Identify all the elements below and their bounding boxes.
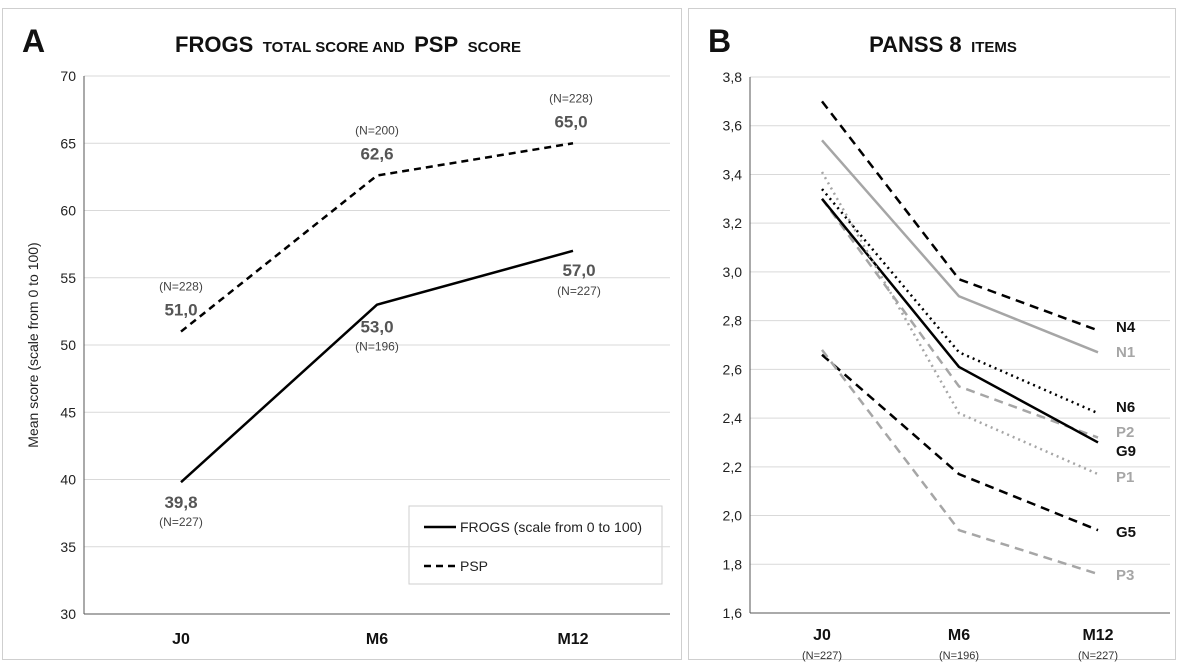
panel-b-y-tick-label: 3,4	[723, 166, 743, 182]
panel-a-legend: FROGS (scale from 0 to 100) PSP	[408, 505, 663, 585]
panel-b-y-tick-label: 2,2	[723, 459, 743, 475]
panel-b-y-tick-label: 2,0	[723, 508, 743, 524]
panel-b-series-label-n6: N6	[1116, 399, 1135, 416]
panel-b-series-line-n4	[821, 100, 1099, 332]
panel-a-value-label: 62,6	[360, 145, 393, 164]
panel-b-x-n-label: (N=227)	[802, 650, 842, 662]
panel-a-value-label: 39,8	[164, 493, 197, 512]
panel-b-x-tick-label: M12	[1082, 627, 1113, 644]
panel-a-n-label: (N=227)	[159, 515, 203, 529]
panel-a-letter: A	[22, 23, 45, 59]
panel-a-x-tick-label: J0	[172, 631, 190, 648]
panel-b-series-label-p3: P3	[1116, 567, 1134, 584]
panel-b-series-label-n4: N4	[1116, 319, 1136, 336]
legend-box	[408, 505, 663, 585]
panel-b-x-n-label: (N=227)	[1078, 650, 1118, 662]
panel-b-series-label-g9: G9	[1116, 443, 1136, 460]
legend-label-frogs: FROGS (scale from 0 to 100)	[460, 519, 642, 535]
panel-a-y-tick-label: 40	[60, 472, 76, 488]
panel-b-series-line-n1	[821, 139, 1099, 354]
panel-a-y-tick-label: 50	[60, 337, 76, 353]
panel-b-plot: 1,6 1,8 2,0 2,2 2,4 2,6 2,8 3,0 3,2 3,4 3,6 3,8 J0 (N…	[723, 69, 1170, 662]
panel-b-series-line-g5	[821, 353, 1099, 532]
panel-b-series-label-g5: G5	[1116, 524, 1136, 541]
panel-a-n-label: (N=196)	[355, 340, 399, 354]
panel-a-value-label: 51,0	[164, 301, 197, 320]
panel-b-x-n-label: (N=196)	[939, 650, 979, 662]
panel-a-y-axis-label: Mean score (scale from 0 to 100)	[25, 242, 41, 447]
panel-a-y-tick-label: 30	[60, 606, 76, 622]
panel-b-series-label-p1: P1	[1116, 469, 1134, 486]
panel-a-y-tick-label: 60	[60, 203, 76, 219]
panel-b-series-label-n1: N1	[1116, 344, 1135, 361]
panel-b-x-tick-label: M6	[948, 627, 970, 644]
panel-b-y-tick-label: 1,8	[723, 556, 743, 572]
panel-b-series-line-p2	[820, 198, 1099, 439]
panel-b-y-tick-label: 2,4	[723, 410, 743, 426]
panel-b-series-line-p1	[820, 171, 1099, 476]
panel-b-title: PANSS 8 ITEMS	[869, 32, 1017, 57]
panel-b-x-tick-label: J0	[813, 627, 831, 644]
panel-a-x-tick-label: M6	[366, 631, 388, 648]
panel-a-value-label: 57,0	[562, 261, 595, 280]
panel-a-title: FROGS TOTAL SCORE AND PSP SCORE	[175, 32, 521, 57]
panel-a-series-line-psp	[180, 142, 574, 333]
panel-a-y-tick-label: 70	[60, 68, 76, 84]
panel-b-y-tick-label: 2,6	[723, 361, 743, 377]
panel-a-y-tick-label: 55	[60, 270, 76, 286]
panel-a-y-tick-label: 65	[60, 135, 76, 151]
panel-b-y-tick-label: 2,8	[723, 313, 743, 329]
panel-a-y-tick-label: 35	[60, 539, 76, 555]
panel-a-n-label: (N=200)	[355, 124, 399, 138]
legend-label-psp: PSP	[460, 558, 488, 574]
panel-a-series-line-frogs	[180, 249, 574, 484]
panel-b-y-tick-label: 3,0	[723, 264, 743, 280]
panel-b-y-tick-label: 3,6	[723, 118, 743, 134]
panel-a-n-label: (N=228)	[159, 280, 203, 294]
panel-b-y-tick-label: 1,6	[723, 605, 743, 621]
panel-b-y-tick-label: 3,2	[723, 215, 743, 231]
panel-a-value-label: 53,0	[360, 318, 393, 337]
panel-b-letter: B	[708, 23, 731, 59]
panel-b-y-tick-label: 3,8	[723, 69, 743, 85]
panel-a-n-label: (N=227)	[557, 284, 601, 298]
panel-a-y-tick-label: 45	[60, 404, 76, 420]
panel-b-series-label-p2: P2	[1116, 424, 1134, 441]
panel-b-series-line-g9	[821, 198, 1099, 444]
panel-a-value-label: 65,0	[554, 112, 587, 131]
panel-b-series-line-p3	[821, 349, 1099, 576]
panel-a-n-label: (N=228)	[549, 91, 593, 105]
panel-a-x-tick-label: M12	[557, 631, 588, 648]
panel-a-plot: 30 35 40 45 50 55 60 65 70 J0 M6 M12 39,8 (N=227) 53,0…	[60, 68, 670, 648]
